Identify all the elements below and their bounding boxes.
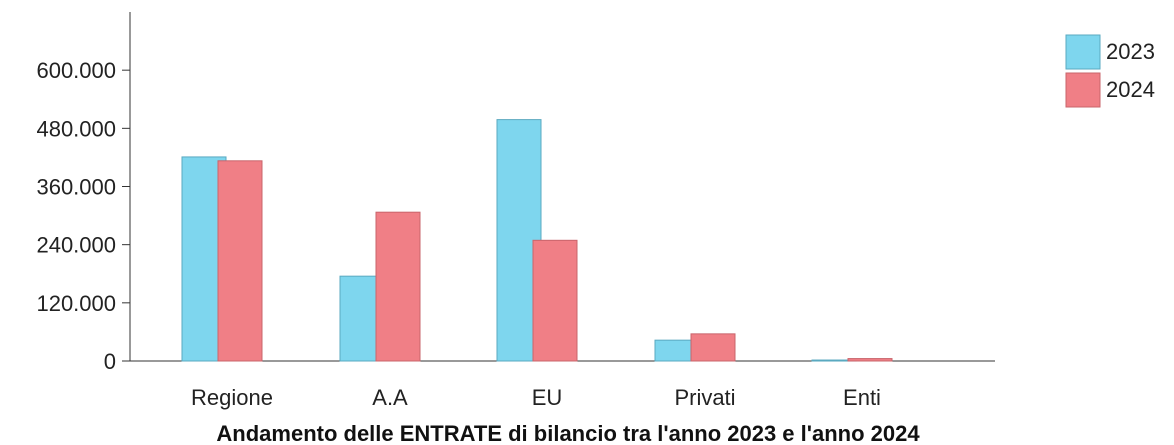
bar-privati-2024 [690, 333, 736, 362]
category-label: Enti [843, 385, 881, 410]
y-axis-ticks: 0 120.000 240.000 360.000 480.000 600.000 [36, 58, 130, 374]
category-label: Regione [191, 385, 273, 410]
legend-label-2024: 2024 [1106, 77, 1155, 102]
category-label: EU [532, 385, 563, 410]
legend-swatch-2024 [1065, 72, 1101, 108]
y-tick-label: 360.000 [36, 175, 116, 200]
y-tick-label: 120.000 [36, 291, 116, 316]
legend-label-2023: 2023 [1106, 39, 1155, 64]
y-tick-label: 0 [104, 349, 116, 374]
y-tick-label: 480.000 [36, 116, 116, 141]
category-label: Privati [674, 385, 735, 410]
y-tick-label: 240.000 [36, 233, 116, 258]
bar-regione-2024 [217, 160, 263, 362]
bar-eu-2024 [532, 239, 578, 362]
chart-title: Andamento delle ENTRATE di bilancio tra … [216, 421, 920, 445]
legend: 2023 2024 [1065, 34, 1155, 108]
category-labels: Regione A.A EU Privati Enti [191, 385, 881, 410]
bar-enti-2024 [847, 358, 893, 362]
bar-a-a-2024 [375, 211, 421, 362]
bars [181, 119, 893, 362]
y-tick-label: 600.000 [36, 58, 116, 83]
legend-swatch-2023 [1065, 34, 1101, 70]
category-label: A.A [372, 385, 408, 410]
